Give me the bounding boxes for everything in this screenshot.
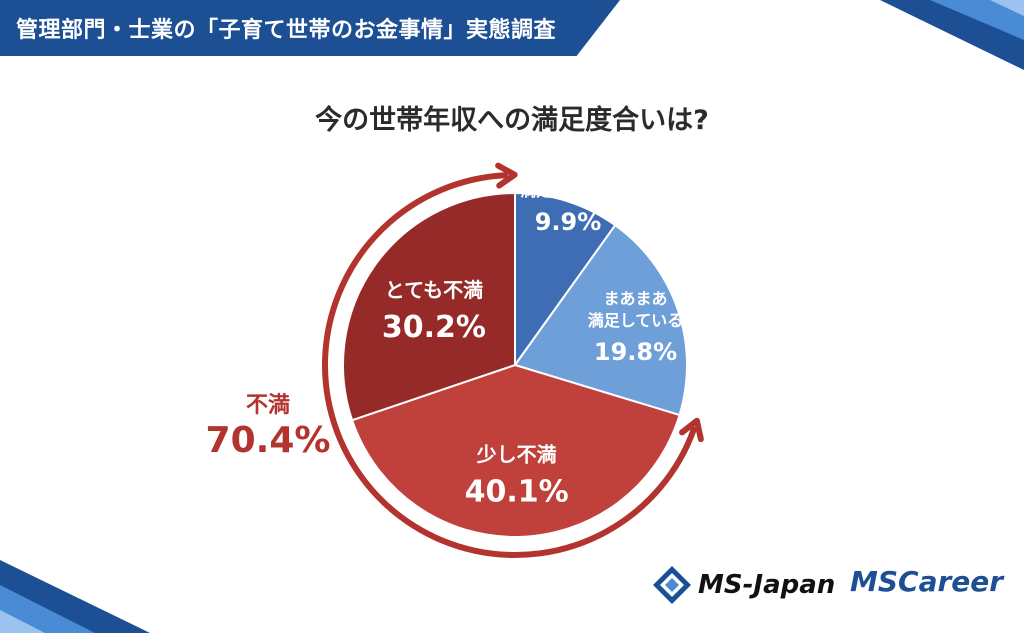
pie-slice	[513, 223, 688, 417]
chart-title: 今の世帯年収への満足度合いは?	[315, 105, 709, 136]
slice-label: 満足している	[588, 311, 684, 330]
ms-japan-wordmark: MS-Japan	[698, 570, 836, 600]
slice-label: 少し不満	[476, 443, 557, 467]
slice-value-label: 40.1%	[465, 475, 569, 510]
pie-slice	[350, 363, 681, 538]
slice-label: まあまあ	[604, 289, 668, 308]
arrow-head-icon	[495, 162, 518, 189]
group-arc-arrow	[322, 172, 697, 558]
group-value-label: 70.4%	[206, 420, 331, 461]
slice-value-label: 19.8%	[594, 338, 677, 366]
arrow-head-icon	[679, 417, 704, 443]
slice-label: 満足している	[520, 181, 616, 200]
header-banner	[0, 0, 620, 56]
diamond-logo-icon	[653, 566, 691, 604]
pie-slice	[342, 191, 516, 422]
pie-slice	[514, 191, 617, 369]
ms-japan-logo: MS-Japan	[652, 563, 835, 607]
page-title: 管理部門・士業の「子育て世帯のお金事情」実態調査	[16, 18, 557, 43]
ms-career-wordmark: MSCareer	[850, 565, 1004, 598]
slice-value-label: 9.9%	[535, 208, 602, 236]
group-label: 不満	[246, 392, 290, 418]
slice-value-label: 30.2%	[382, 310, 486, 345]
slice-label: とても不満	[385, 278, 483, 302]
